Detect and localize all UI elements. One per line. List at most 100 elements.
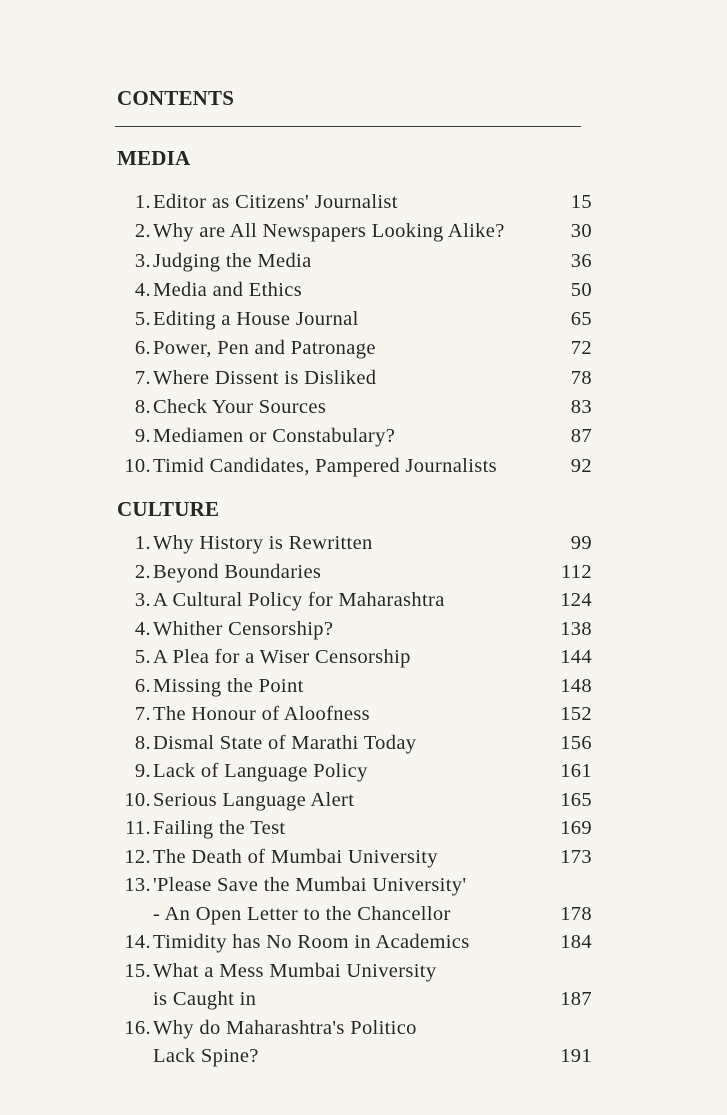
- contents-entry: 7. Where Dissent is Disliked 78: [0, 364, 727, 393]
- entry-page-number: 83: [570, 396, 592, 419]
- entry-title: Lack of Language Policy: [153, 760, 368, 782]
- entry-page-number: 173: [560, 845, 592, 868]
- entry-title: A Plea for a Wiser Censorship: [153, 646, 411, 668]
- entry-line: is Caught in 187: [0, 985, 727, 1014]
- entry-number: 6.: [134, 674, 151, 697]
- entry-page-number: 144: [560, 646, 592, 668]
- entry-page-number: 112: [560, 560, 592, 583]
- contents-entry: 5. A Plea for a Wiser Censorship 144: [0, 643, 727, 672]
- contents-entry: 7. The Honour of Aloofness 152: [0, 700, 727, 729]
- entry-number: 13.: [124, 874, 151, 896]
- entry-title: Judging the Media: [153, 249, 312, 272]
- section-heading-culture: CULTURE: [117, 497, 220, 521]
- culture-contents-list: 1. Why History is Rewritten 99 2. Beyond Bou…: [0, 529, 727, 1071]
- entry-title: Why are All Newspapers Looking Alike?: [153, 220, 505, 243]
- entry-title: Beyond Boundaries: [153, 560, 322, 583]
- contents-entry: 8. Dismal State of Marathi Today 156: [0, 729, 727, 758]
- entry-title: Failing the Test: [153, 817, 286, 839]
- entry-line: Lack Spine? 191: [0, 1042, 727, 1071]
- entry-title: Why do Maharashtra's Politico: [153, 1016, 417, 1039]
- contents-entry: 12. The Death of Mumbai University 173: [0, 843, 727, 872]
- contents-entry: 6. Missing the Point 148: [0, 672, 727, 701]
- section-heading-media: MEDIA: [117, 146, 191, 170]
- entry-page-number: 36: [570, 249, 592, 272]
- entry-number: 1.: [134, 191, 151, 213]
- entry-title: is Caught in: [153, 988, 257, 1010]
- entry-number: 9.: [134, 425, 151, 448]
- contents-entry: 1. Why History is Rewritten 99: [0, 529, 727, 558]
- contents-entry: 15. What a Mess Mumbai University is Caugh…: [0, 957, 727, 1014]
- entry-title: Timid Candidates, Pampered Journalists: [153, 454, 497, 477]
- entry-line: 7. Where Dissent is Disliked 78: [0, 364, 727, 393]
- entry-title: - An Open Letter to the Chancellor: [153, 902, 451, 925]
- contents-entry: 3. A Cultural Policy for Maharashtra 124: [0, 586, 727, 615]
- heading-rule-divider: [115, 126, 581, 127]
- entry-title: Timidity has No Room in Academics: [153, 931, 470, 953]
- entry-page-number: 169: [560, 817, 592, 839]
- entry-number: 1.: [134, 532, 151, 554]
- entry-line: 13. 'Please Save the Mumbai University': [0, 871, 727, 900]
- entry-title: Lack Spine?: [153, 1045, 259, 1067]
- entry-number: 7.: [134, 366, 151, 389]
- entry-number: 11.: [125, 817, 151, 839]
- entry-page-number: 187: [560, 988, 592, 1010]
- entry-line: 15. What a Mess Mumbai University: [0, 957, 727, 986]
- entry-page-number: 156: [560, 731, 592, 754]
- entry-number: 16.: [124, 1016, 151, 1039]
- entry-title: A Cultural Policy for Maharashtra: [153, 589, 445, 611]
- entry-line: 10. Timid Candidates, Pampered Journalist…: [0, 452, 727, 481]
- entry-line: 7. The Honour of Aloofness 152: [0, 700, 727, 729]
- contents-entry: 14. Timidity has No Room in Academics 184: [0, 928, 727, 957]
- entry-number: 12.: [124, 845, 151, 868]
- contents-entry: 16. Why do Maharashtra's Politico Lack Spi…: [0, 1014, 727, 1071]
- contents-entry: 4. Whither Censorship? 138: [0, 615, 727, 644]
- entry-line: 5. Editing a House Journal 65: [0, 305, 727, 334]
- entry-title: Missing the Point: [153, 674, 304, 697]
- entry-page-number: 165: [560, 788, 592, 811]
- entry-line: 12. The Death of Mumbai University 173: [0, 843, 727, 872]
- entry-number: 8.: [134, 731, 151, 754]
- entry-line: 4. Media and Ethics 50: [0, 276, 727, 305]
- entry-line: 8. Check Your Sources 83: [0, 393, 727, 422]
- entry-title: What a Mess Mumbai University: [153, 959, 437, 982]
- entry-page-number: 92: [570, 454, 592, 477]
- entry-title: 'Please Save the Mumbai University': [153, 874, 467, 896]
- entry-title: Why History is Rewritten: [153, 532, 373, 554]
- contents-entry: 4. Media and Ethics 50: [0, 276, 727, 305]
- entry-page-number: 124: [560, 589, 592, 611]
- entry-number: 2.: [134, 220, 151, 243]
- entry-line: 1. Why History is Rewritten 99: [0, 529, 727, 558]
- entry-number: 6.: [134, 337, 151, 360]
- entry-number: 5.: [134, 646, 151, 668]
- entry-title: Whither Censorship?: [153, 617, 334, 640]
- entry-number: 7.: [134, 703, 151, 725]
- contents-entry: 9. Mediamen or Constabulary? 87: [0, 422, 727, 451]
- entry-title: The Death of Mumbai University: [153, 845, 438, 868]
- entry-page-number: 152: [560, 703, 592, 725]
- media-contents-list: 1. Editor as Citizens' Journalist 15 2. Why …: [0, 188, 727, 481]
- entry-number: 10.: [124, 788, 151, 811]
- entry-number: 2.: [134, 560, 151, 583]
- entry-page-number: 87: [570, 425, 592, 448]
- entry-page-number: 30: [570, 220, 592, 243]
- entry-line: 14. Timidity has No Room in Academics 184: [0, 928, 727, 957]
- entry-number: 4.: [134, 617, 151, 640]
- entry-number: 3.: [134, 249, 151, 272]
- entry-title: Media and Ethics: [153, 278, 303, 301]
- entry-line: 16. Why do Maharashtra's Politico: [0, 1014, 727, 1043]
- entry-line: 10. Serious Language Alert 165: [0, 786, 727, 815]
- contents-entry: 11. Failing the Test 169: [0, 814, 727, 843]
- contents-entry: 2. Beyond Boundaries 112: [0, 558, 727, 587]
- entry-title: Editing a House Journal: [153, 308, 359, 331]
- entry-line: 9. Lack of Language Policy 161: [0, 757, 727, 786]
- entry-number: 3.: [134, 589, 151, 611]
- contents-title: CONTENTS: [117, 86, 235, 110]
- entry-number: 5.: [134, 308, 151, 331]
- contents-entry: 10. Serious Language Alert 165: [0, 786, 727, 815]
- entry-page-number: 50: [570, 278, 592, 301]
- entry-line: 3. Judging the Media 36: [0, 247, 727, 276]
- entry-title: Editor as Citizens' Journalist: [153, 191, 398, 213]
- entry-title: Dismal State of Marathi Today: [153, 731, 417, 754]
- entry-page-number: 148: [560, 674, 592, 697]
- contents-entry: 6. Power, Pen and Patronage 72: [0, 334, 727, 363]
